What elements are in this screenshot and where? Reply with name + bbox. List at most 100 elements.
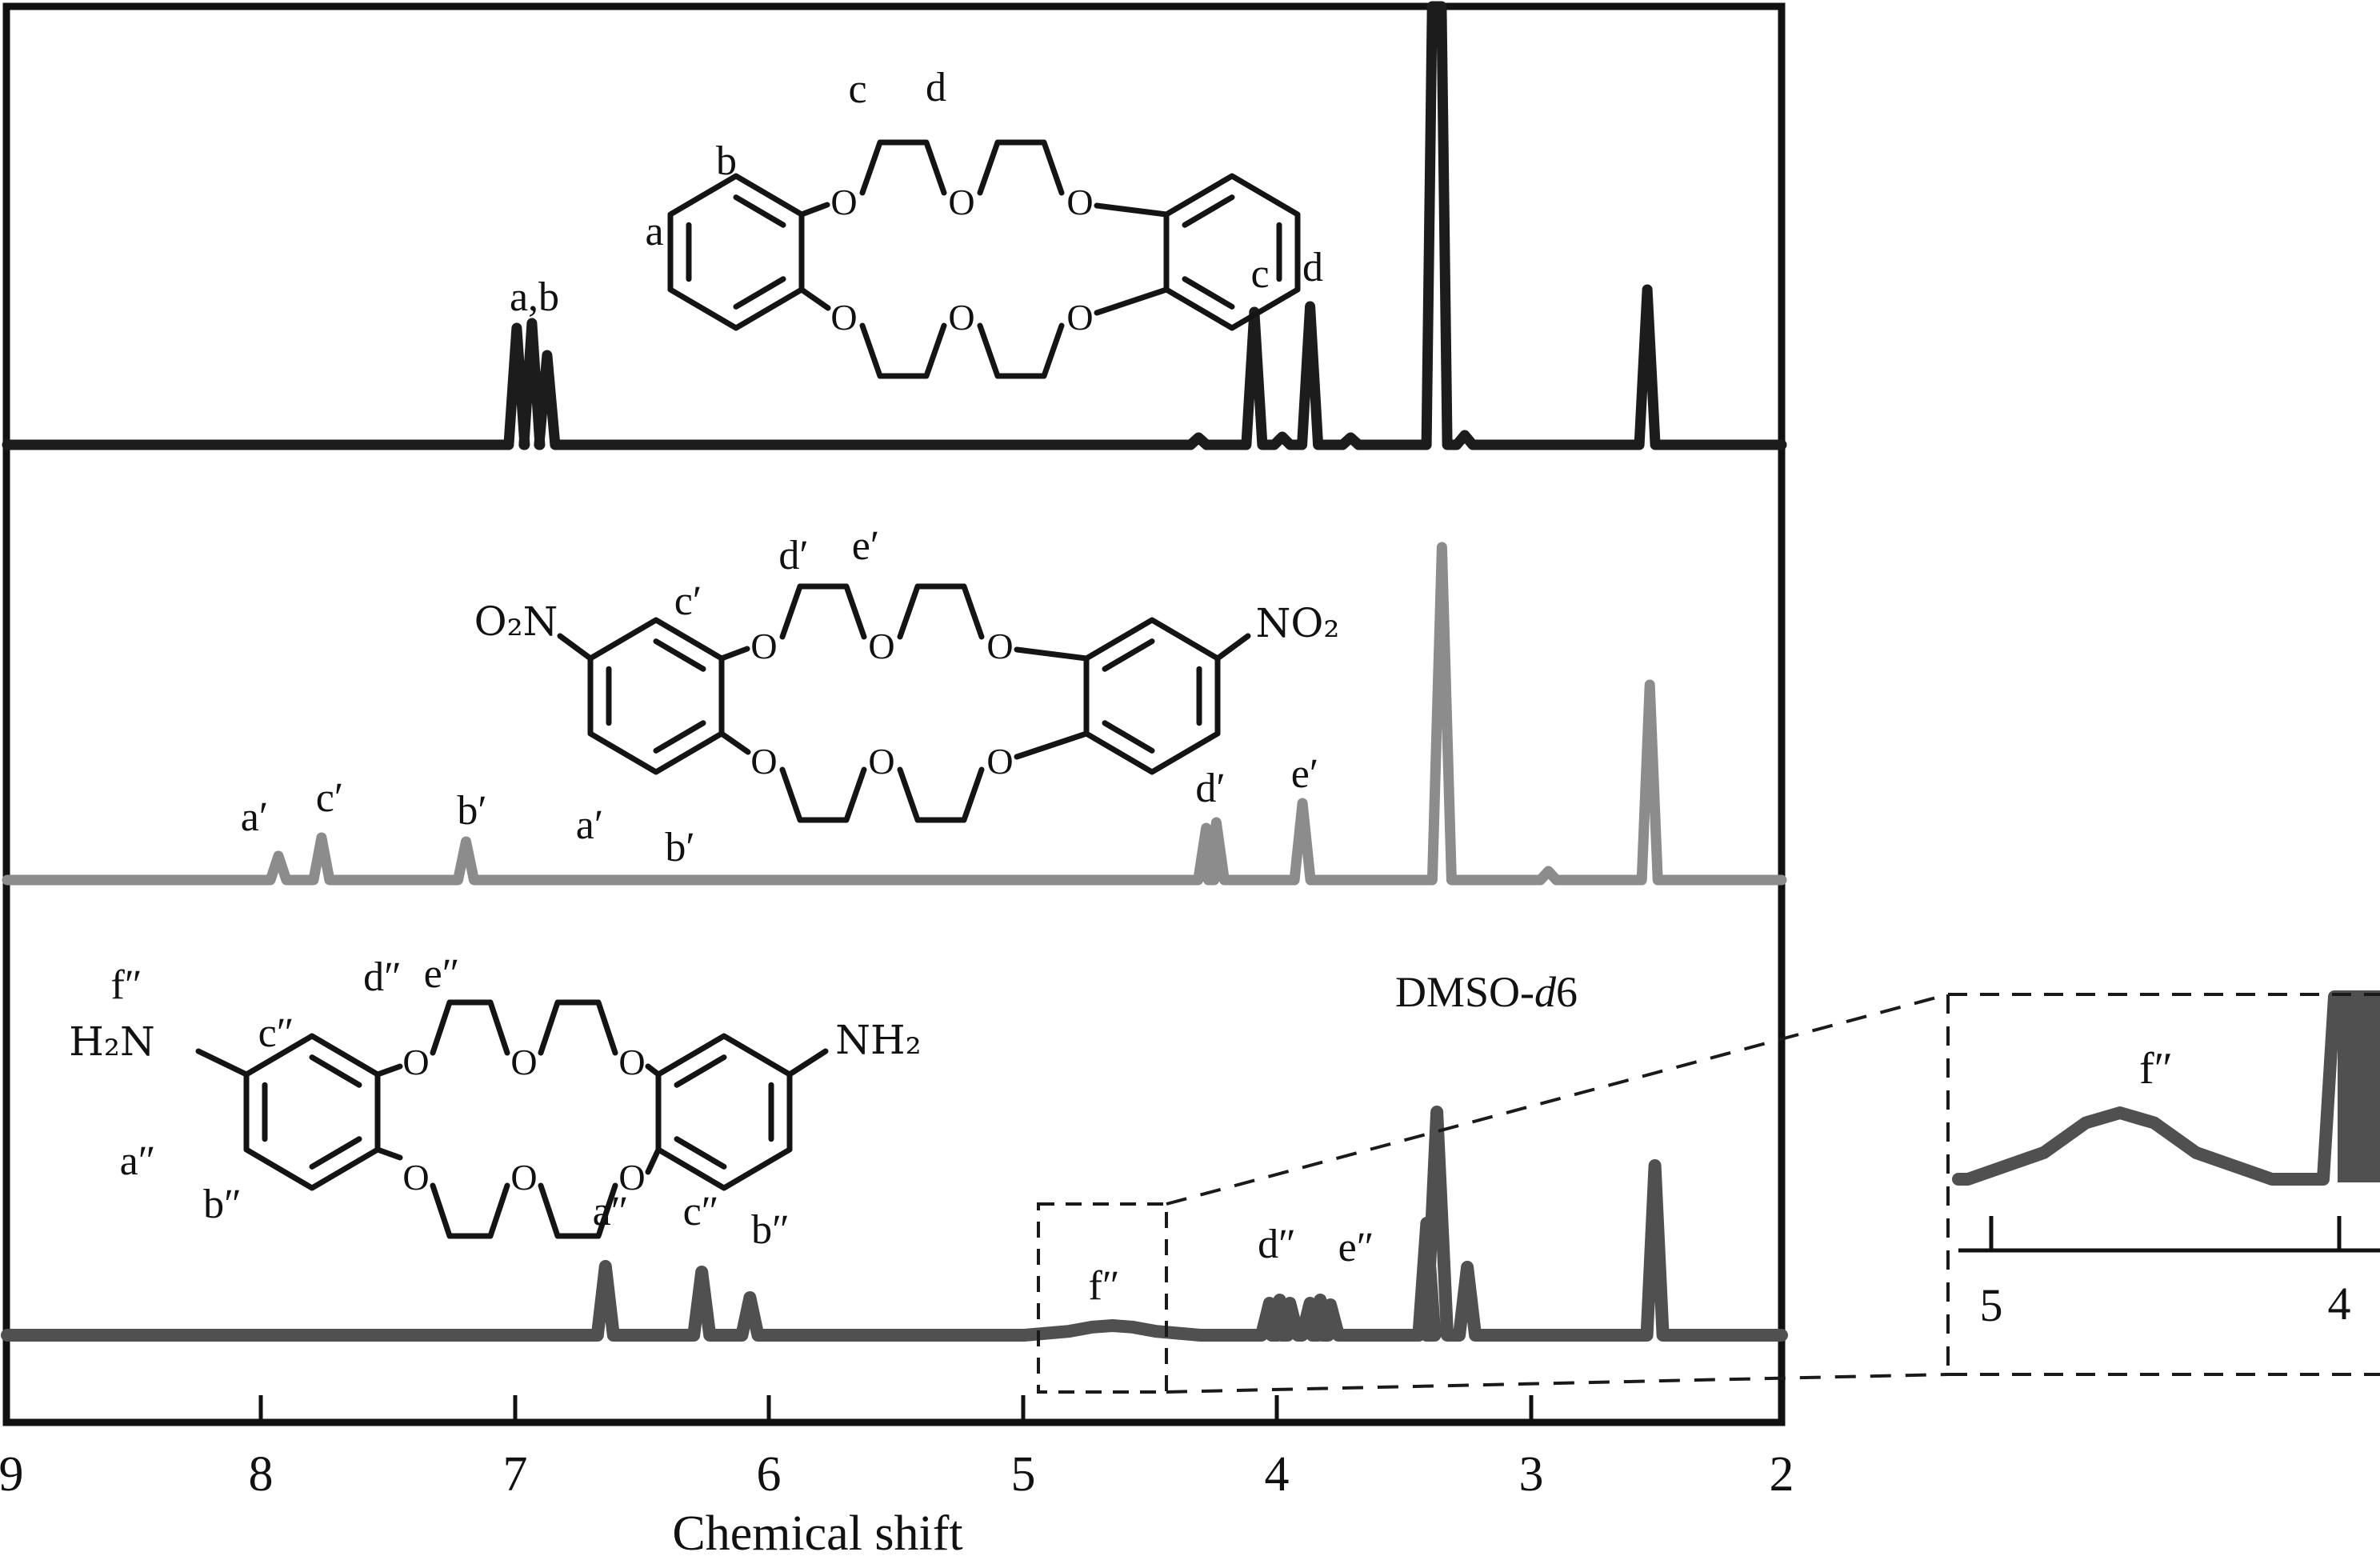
structure3-label-f-dblprime: f″ (110, 962, 142, 1008)
oxygen-atom: O (1066, 297, 1093, 338)
structure3-oxygens: O O O O O O (402, 1042, 645, 1198)
oxygen-atom: O (618, 1157, 645, 1198)
oxygen-atom: O (868, 626, 894, 666)
tick-label-3: 3 (1518, 1447, 1544, 1502)
inset-projection-line-lower (1166, 1373, 1949, 1394)
crown-chain-top (718, 583, 1090, 662)
oxygen-atom: O (948, 297, 974, 338)
inset-axis (1958, 1216, 2380, 1253)
structure1-label-d: d (926, 65, 946, 110)
tick-label-6: 6 (756, 1447, 782, 1502)
tick-label-5: 5 (1010, 1447, 1036, 1502)
benzene-double-bonds-right (1102, 638, 1202, 754)
crown-chain-top (374, 999, 662, 1078)
inset-clipped-peak-slab (2338, 997, 2380, 1182)
oxygen-atom: O (750, 626, 777, 666)
benzene-double-bonds-left (606, 638, 706, 754)
crown-chain-top (798, 139, 1170, 218)
inset-peak-label-f-dblprime: f″ (2139, 1044, 2173, 1094)
inset-projection-line-upper (1166, 993, 1949, 1206)
peak-label-c-dblprime: c″ (682, 1189, 719, 1234)
oxygen-atom: O (986, 741, 1013, 782)
oxygen-atom: O (618, 1042, 645, 1082)
crown-chain-bottom (374, 1146, 662, 1239)
benzene-double-bonds-left (686, 194, 786, 310)
structure3-label-e-dblprime: e″ (423, 951, 460, 997)
crown-chain-bottom (718, 730, 1090, 823)
peak-label-ab: a,b (509, 274, 560, 320)
peak-label-a-prime: a′ (240, 794, 269, 840)
spectrum-trace-inset (1952, 990, 2380, 1186)
x-axis-ticks (5, 1395, 1784, 1422)
spectrum-trace-bottom (1, 1106, 1788, 1342)
spectrum-trace-top (2, 1, 1787, 450)
structure1-label-a: a (645, 209, 664, 254)
oxygen-atom: O (402, 1042, 429, 1082)
structure-dinitro-crown (557, 583, 1251, 823)
structure2-oxygens: O O O O O O (750, 626, 1013, 782)
oxygen-atom: O (830, 182, 857, 222)
structure2-nitro-right: NO₂ (1255, 600, 1340, 646)
oxygen-atom: O (510, 1157, 537, 1198)
structure1-label-c: c (848, 66, 867, 112)
structure-diamino-crown (195, 999, 829, 1239)
peak-label-f-dblprime-box: f″ (1088, 1263, 1120, 1309)
peak-label-c-prime: c′ (315, 775, 344, 821)
benzene-double-bonds-right (674, 1054, 774, 1170)
structure2-label-b-prime: b′ (665, 825, 695, 870)
tick-label-9: 9 (0, 1447, 24, 1502)
oxygen-atom: O (986, 626, 1013, 666)
structure3-label-b-dblprime: b″ (203, 1182, 242, 1227)
benzene-double-bonds-left (262, 1054, 362, 1170)
nitro-bonds (557, 633, 1251, 662)
oxygen-atom: O (1066, 182, 1093, 222)
peak-label-d: d (1302, 245, 1323, 290)
crown-chain-bottom (798, 286, 1170, 379)
structure-dibenzo-crown (667, 139, 1301, 379)
structure3-label-c-dblprime: c″ (258, 1010, 294, 1056)
solvent-label: DMSO-d6 (1395, 970, 1578, 1014)
solvent-label-suffix: 6 (1556, 968, 1578, 1016)
peak-label-b-prime: b′ (457, 788, 487, 834)
tick-label-4: 4 (1264, 1447, 1290, 1502)
solvent-label-d: d (1534, 968, 1557, 1016)
structure3-amine-right: NH₂ (835, 1017, 922, 1063)
oxygen-atom: O (750, 741, 777, 782)
oxygen-atom: O (510, 1042, 537, 1082)
x-axis-title: Chemical shift (672, 1506, 963, 1561)
tick-label-2: 2 (1769, 1447, 1794, 1502)
structure2-label-e-prime: e′ (851, 523, 880, 569)
structure3-label-d-dblprime: d″ (363, 954, 402, 1000)
structure3-label-a-dblprime: a″ (119, 1138, 156, 1184)
oxygen-atom: O (830, 297, 857, 338)
oxygen-atom: O (948, 182, 974, 222)
oxygen-atom: O (868, 741, 894, 782)
peak-label-e-prime: e′ (1290, 751, 1319, 797)
tick-label-8: 8 (248, 1447, 274, 1502)
solvent-label-prefix: DMSO- (1394, 968, 1535, 1016)
structure1-oxygens: O O O O O O (830, 182, 1093, 338)
amine-bonds (195, 1048, 829, 1078)
peak-label-a-dblprime: a″ (592, 1189, 629, 1234)
structure3-amine-left: H₂N (69, 1018, 155, 1065)
structure2-nitro-left: O₂N (474, 598, 558, 645)
oxygen-atom: O (402, 1157, 429, 1198)
spectrum-trace-middle (2, 542, 1787, 886)
peak-label-e-dblprime: e″ (1338, 1225, 1374, 1270)
structure2-label-d-prime: d′ (778, 533, 809, 578)
inset-dashed-border (1946, 993, 2380, 1376)
benzene-double-bonds-right (1182, 194, 1282, 310)
plot-border (2, 2, 1786, 1426)
peak-label-c: c (1250, 251, 1270, 297)
structure2-label-c-prime: c′ (674, 578, 702, 624)
inset-tick-label-4: 4 (2327, 1278, 2351, 1330)
structure1-label-b: b (716, 138, 737, 184)
peak-label-b-dblprime: b″ (751, 1207, 790, 1253)
peak-label-d-prime: d′ (1195, 766, 1226, 811)
structure2-label-a-prime: a′ (575, 802, 604, 848)
f-region-dashed-box (1037, 1202, 1168, 1394)
peak-label-d-dblprime: d″ (1258, 1222, 1296, 1267)
tick-label-7: 7 (502, 1447, 528, 1502)
